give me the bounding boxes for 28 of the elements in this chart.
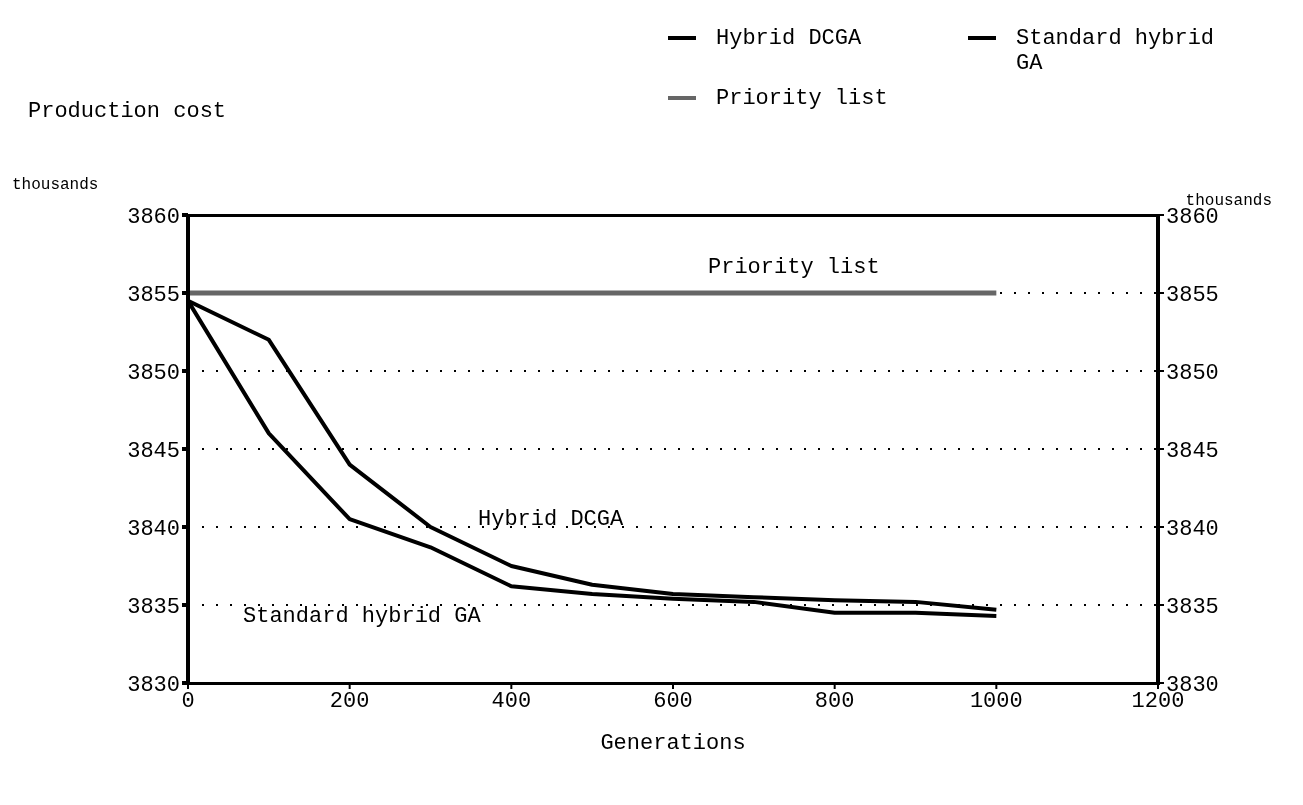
text: thousands bbox=[12, 176, 99, 194]
x-tick-label: 400 bbox=[491, 688, 532, 714]
y2-tick-label: 3835 bbox=[1166, 594, 1219, 620]
annotation: Hybrid DCGA bbox=[478, 507, 625, 532]
x-tick-label: 1000 bbox=[969, 688, 1023, 714]
y2-tick-label: 3840 bbox=[1166, 516, 1219, 542]
legend-label: Standard hybrid GA bbox=[1016, 26, 1216, 76]
annotation: Priority list bbox=[708, 255, 881, 280]
legend-label: Priority list bbox=[716, 86, 889, 111]
y-tick-label: 3855 bbox=[127, 282, 180, 308]
y-tick-label: 3845 bbox=[127, 438, 180, 464]
legend-label: Hybrid DCGA bbox=[716, 26, 863, 51]
y2-tick-label: 3850 bbox=[1166, 360, 1219, 386]
y2-tick-label: 3845 bbox=[1166, 438, 1219, 464]
x-tick-label: 600 bbox=[653, 688, 693, 714]
y-tick-label: 3830 bbox=[127, 672, 180, 698]
y-tick-label: 3840 bbox=[127, 516, 180, 542]
y-axis-title: Production cost bbox=[28, 99, 227, 124]
y2-tick-label: 3860 bbox=[1166, 204, 1219, 230]
annotation: Standard hybrid GA bbox=[243, 604, 482, 629]
y-tick-label: 3835 bbox=[127, 594, 180, 620]
y2-tick-label: 3855 bbox=[1166, 282, 1219, 308]
x-tick-label: 800 bbox=[814, 688, 855, 714]
x-tick-label: 0 bbox=[181, 688, 195, 714]
x-tick-label: 200 bbox=[329, 688, 370, 714]
y-tick-label: 3850 bbox=[127, 360, 180, 386]
y-tick-label: 3860 bbox=[127, 204, 180, 230]
x-axis-title: Generations bbox=[600, 731, 746, 756]
